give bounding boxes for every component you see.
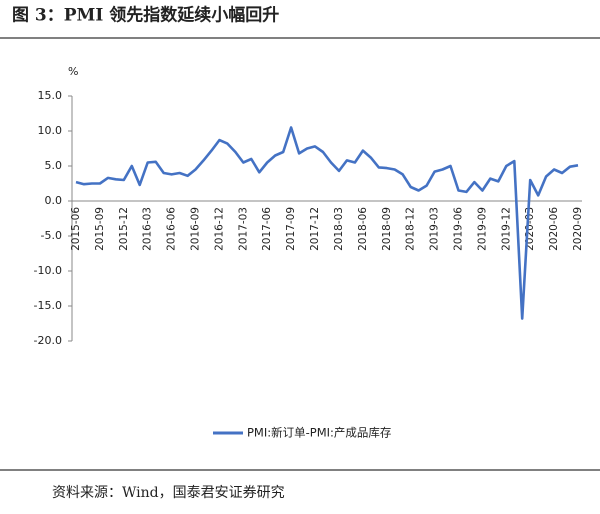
x-tick-label: 2016-09 xyxy=(190,207,202,251)
source: 资料来源：Wind，国泰君安证券研究 xyxy=(52,485,285,501)
x-tick-label: 2019-06 xyxy=(452,207,464,251)
x-tick-label: 2017-06 xyxy=(261,207,273,251)
x-tick-label: 2015-09 xyxy=(94,207,106,251)
x-tick-label: 2015-12 xyxy=(118,207,130,251)
legend-label: PMI:新订单-PMI:产成品库存 xyxy=(247,426,391,440)
x-tick-label: 2020-06 xyxy=(548,207,560,251)
y-tick-label: 15.0 xyxy=(38,89,63,102)
y-tick-label: -20.0 xyxy=(34,334,62,347)
x-tick-label: 2017-03 xyxy=(237,207,249,251)
chart-title: 图 3：PMI 领先指数延续小幅回升 xyxy=(12,5,279,26)
x-tick-label: 2018-03 xyxy=(333,207,345,251)
x-tick-label: 2017-09 xyxy=(285,207,297,251)
y-tick-label: -10.0 xyxy=(34,264,62,277)
x-tick-label: 2019-12 xyxy=(500,207,512,251)
x-tick-label: 2017-12 xyxy=(309,207,321,251)
y-tick-label: -5.0 xyxy=(41,229,62,242)
y-tick-label: 5.0 xyxy=(45,159,63,172)
x-tick-label: 2019-03 xyxy=(429,207,441,251)
x-tick-label: 2018-06 xyxy=(357,207,369,251)
x-tick-label: 2019-09 xyxy=(476,207,488,251)
x-tick-label: 2020-09 xyxy=(572,207,584,251)
x-tick-label: 2015-06 xyxy=(70,207,82,251)
y-unit: % xyxy=(68,65,78,78)
x-tick-label: 2016-12 xyxy=(213,207,225,251)
y-tick-label: -15.0 xyxy=(34,299,62,312)
x-tick-label: 2018-12 xyxy=(405,207,417,251)
y-tick-label: 0.0 xyxy=(45,194,63,207)
x-tick-label: 2018-09 xyxy=(381,207,393,251)
x-tick-label: 2016-03 xyxy=(142,207,154,251)
series-line xyxy=(75,126,579,320)
x-tick-label: 2016-06 xyxy=(166,207,178,251)
y-tick-label: 10.0 xyxy=(38,124,63,137)
